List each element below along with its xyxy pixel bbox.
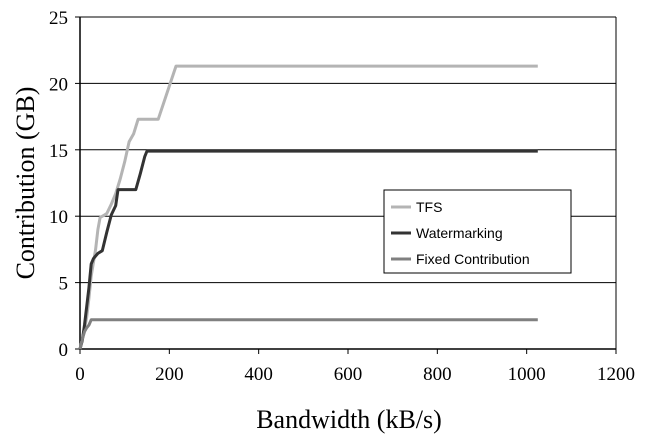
legend-items: TFS Watermarking Fixed Contribution bbox=[391, 199, 530, 267]
y-tick-label-4: 20 bbox=[49, 74, 68, 95]
x-tick-label-2: 400 bbox=[244, 364, 273, 385]
y-tick-label-0: 0 bbox=[59, 340, 69, 361]
legend-box bbox=[383, 189, 572, 274]
x-tick-label-0: 0 bbox=[75, 364, 85, 385]
axes bbox=[75, 16, 617, 354]
x-axis-title: Bandwidth (kB/s) bbox=[256, 405, 442, 434]
y-tick-label-1: 5 bbox=[59, 274, 69, 295]
x-tick-label-4: 800 bbox=[423, 364, 452, 385]
x-tick-label-3: 600 bbox=[334, 364, 363, 385]
x-tick-label-5: 1000 bbox=[508, 364, 546, 385]
series-lines bbox=[78, 64, 538, 350]
y-tick-label-5: 25 bbox=[49, 8, 68, 29]
legend-label-tfs: TFS bbox=[416, 199, 442, 215]
legend-label-fixed-contribution: Fixed Contribution bbox=[416, 251, 530, 267]
tick-labels: 0 5 10 15 20 25 0 200 400 600 800 1000 1200 bbox=[49, 8, 635, 385]
series-line-fixed-contribution bbox=[78, 318, 538, 350]
y-axis-title: Contribution (GB) bbox=[11, 87, 40, 280]
legend-label-watermarking: Watermarking bbox=[416, 225, 503, 241]
series-line-watermarking bbox=[78, 149, 538, 350]
y-tick-label-3: 15 bbox=[49, 141, 68, 162]
x-tick-label-6: 1200 bbox=[597, 364, 635, 385]
legend: TFS Watermarking Fixed Contribution bbox=[383, 189, 572, 274]
x-tick-label-1: 200 bbox=[155, 364, 184, 385]
y-tick-label-2: 10 bbox=[49, 207, 68, 228]
